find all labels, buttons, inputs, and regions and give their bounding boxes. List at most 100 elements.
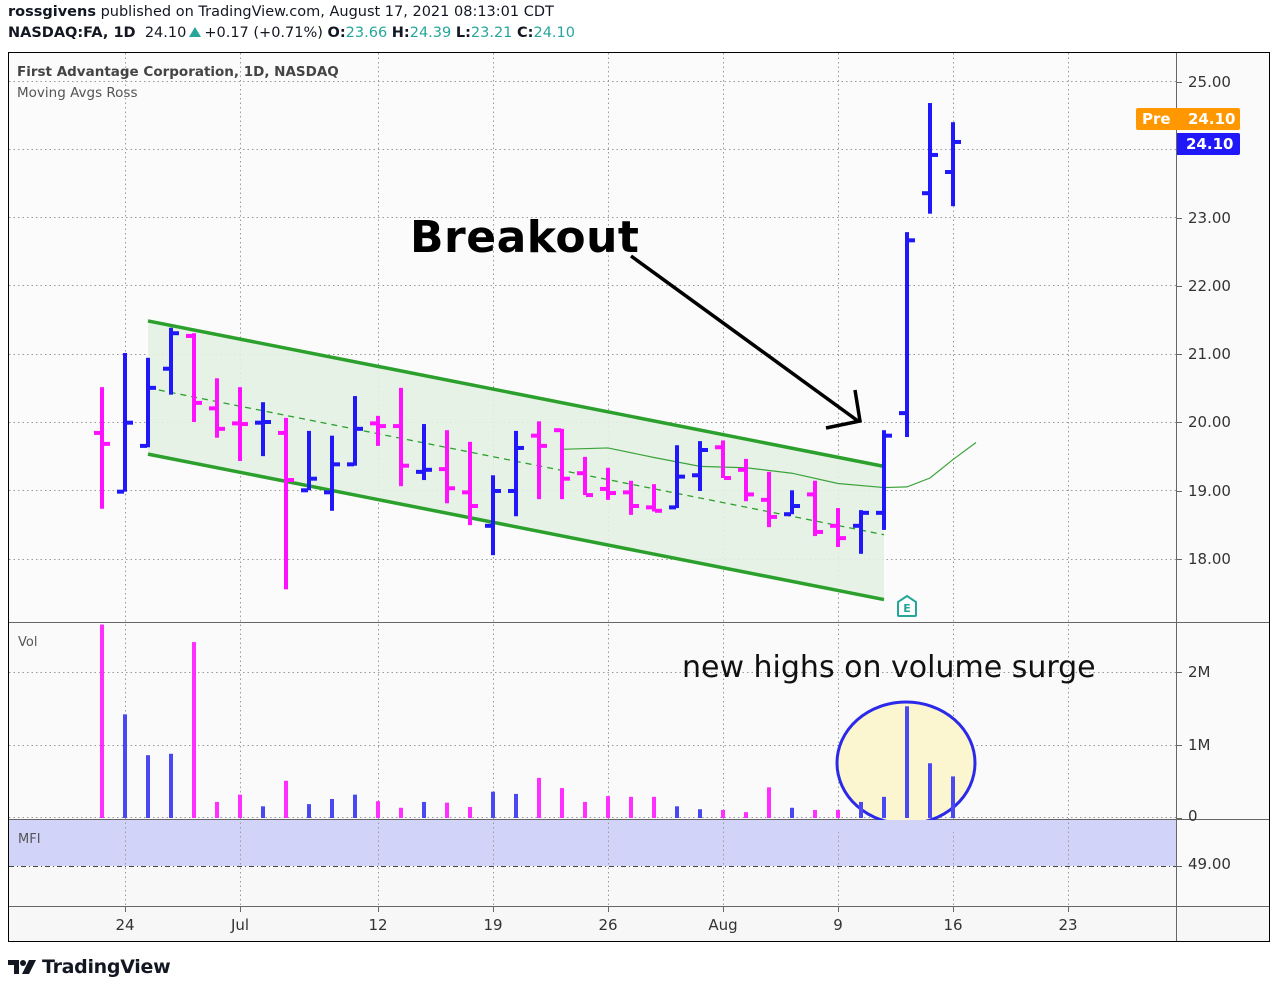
volume-bar[interactable]	[836, 809, 840, 818]
up-arrow-icon	[189, 27, 202, 37]
volume-bar[interactable]	[192, 642, 196, 818]
volume-bar[interactable]	[698, 809, 702, 818]
open-label: O:	[327, 25, 346, 41]
tradingview-logo[interactable]: TradingView	[8, 956, 171, 978]
ohlc-bar[interactable]	[669, 445, 685, 510]
volume-bar[interactable]	[307, 804, 311, 818]
volume-bar[interactable]	[514, 793, 518, 818]
volume-bar[interactable]	[721, 809, 725, 818]
volume-bar[interactable]	[353, 794, 357, 818]
volume-bar[interactable]	[422, 801, 426, 818]
volume-bar[interactable]	[284, 780, 288, 818]
volume-bar[interactable]	[560, 788, 564, 818]
breakout-annotation[interactable]: Breakout	[410, 212, 640, 263]
volume-bar[interactable]	[146, 755, 150, 818]
volume-bar[interactable]	[169, 753, 173, 818]
last-price-tag: 24.10	[1177, 133, 1240, 155]
ohlc-bar[interactable]	[692, 441, 708, 491]
ohlc-bar[interactable]	[232, 387, 248, 461]
ohlc-bar[interactable]	[462, 441, 478, 526]
volume-bar[interactable]	[376, 801, 380, 818]
channel-upper-line[interactable]	[147, 319, 885, 469]
ohlc-bar[interactable]	[94, 387, 110, 509]
mfi-pane-label[interactable]: MFI	[18, 832, 41, 847]
ohlc-bar[interactable]	[301, 430, 317, 493]
channel-lower-line[interactable]	[147, 452, 885, 602]
volume-bar[interactable]	[652, 796, 656, 818]
ohlc-bar[interactable]	[807, 480, 823, 537]
ohlc-bar[interactable]	[600, 467, 616, 500]
ohlc-bar[interactable]	[853, 510, 869, 554]
earnings-icon[interactable]: E	[896, 594, 918, 618]
volume-bar[interactable]	[905, 706, 909, 818]
ohlc-bar[interactable]	[945, 122, 961, 207]
ohlc-bar[interactable]	[186, 333, 202, 422]
ohlc-bar[interactable]	[439, 430, 455, 504]
ohlc-bar[interactable]	[140, 357, 156, 448]
breakout-arrow-line[interactable]	[629, 254, 860, 423]
volume-bar[interactable]	[445, 802, 449, 818]
ohlc-bar[interactable]	[370, 415, 386, 446]
volume-bar[interactable]	[859, 801, 863, 818]
volume-surge-annotation[interactable]: new highs on volume surge	[682, 650, 1096, 685]
volume-bar[interactable]	[215, 801, 219, 818]
volume-bar[interactable]	[951, 776, 955, 818]
volume-bar[interactable]	[813, 809, 817, 818]
ohlc-bar[interactable]	[347, 396, 363, 467]
volume-bar[interactable]	[606, 796, 610, 818]
volume-bar[interactable]	[100, 624, 104, 818]
author-name[interactable]: rossgivens	[8, 4, 96, 20]
ohlc-bar[interactable]	[508, 430, 524, 517]
volume-pane-label[interactable]: Vol	[18, 635, 38, 650]
ohlc-bar[interactable]	[577, 456, 593, 498]
ohlc-bar[interactable]	[117, 353, 133, 494]
volume-bar[interactable]	[790, 807, 794, 818]
ohlc-bar[interactable]	[255, 402, 271, 457]
ohlc-bar[interactable]	[278, 417, 294, 590]
ohlc-bar[interactable]	[715, 440, 731, 481]
volume-bar[interactable]	[744, 812, 748, 818]
ohlc-bar[interactable]	[899, 232, 915, 438]
volume-bar[interactable]	[238, 794, 242, 818]
ohlc-bar[interactable]	[554, 428, 570, 500]
ohlc-bar[interactable]	[623, 480, 639, 515]
volume-bar[interactable]	[261, 806, 265, 818]
chart-legend-title: First Advantage Corporation, 1D, NASDAQ	[17, 64, 339, 80]
volume-bar[interactable]	[767, 787, 771, 818]
volume-bar[interactable]	[583, 801, 587, 818]
volume-bar[interactable]	[629, 796, 633, 818]
moving-average-line[interactable]	[561, 442, 977, 489]
ohlc-bar[interactable]	[646, 484, 662, 513]
volume-bar[interactable]	[123, 714, 127, 818]
volume-axis-tick: 0	[1188, 807, 1198, 825]
volume-bar[interactable]	[330, 799, 334, 818]
low-label: L:	[455, 25, 471, 41]
ohlc-bar[interactable]	[416, 424, 432, 481]
ohlc-bar[interactable]	[784, 490, 800, 517]
volume-bar[interactable]	[399, 807, 403, 818]
time-axis-panel[interactable]	[9, 907, 1269, 941]
ohlc-bar[interactable]	[738, 458, 754, 502]
volume-bar[interactable]	[882, 796, 886, 818]
indicator-legend[interactable]: Moving Avgs Ross	[17, 85, 138, 101]
ohlc-bar[interactable]	[163, 327, 179, 395]
ohlc-bar[interactable]	[761, 471, 777, 528]
volume-bar[interactable]	[675, 806, 679, 818]
price-axis-panel[interactable]	[1177, 53, 1269, 906]
volume-bar[interactable]	[537, 777, 541, 818]
mfi-pane	[9, 866, 1176, 906]
ohlc-bar[interactable]	[876, 430, 892, 530]
volume-bar[interactable]	[491, 791, 495, 818]
ohlc-bar[interactable]	[531, 421, 547, 500]
date-axis-tick: Jul	[230, 916, 250, 934]
ohlc-bar[interactable]	[393, 387, 409, 487]
ohlc-bar[interactable]	[485, 475, 501, 556]
ohlc-bar[interactable]	[922, 103, 938, 214]
ohlc-bar[interactable]	[209, 378, 225, 438]
volume-bar[interactable]	[928, 763, 932, 818]
date-axis-tick: Aug	[708, 916, 738, 934]
ohlc-bar[interactable]	[324, 435, 340, 511]
volume-bar[interactable]	[468, 807, 472, 818]
ohlc-bar[interactable]	[830, 508, 846, 547]
